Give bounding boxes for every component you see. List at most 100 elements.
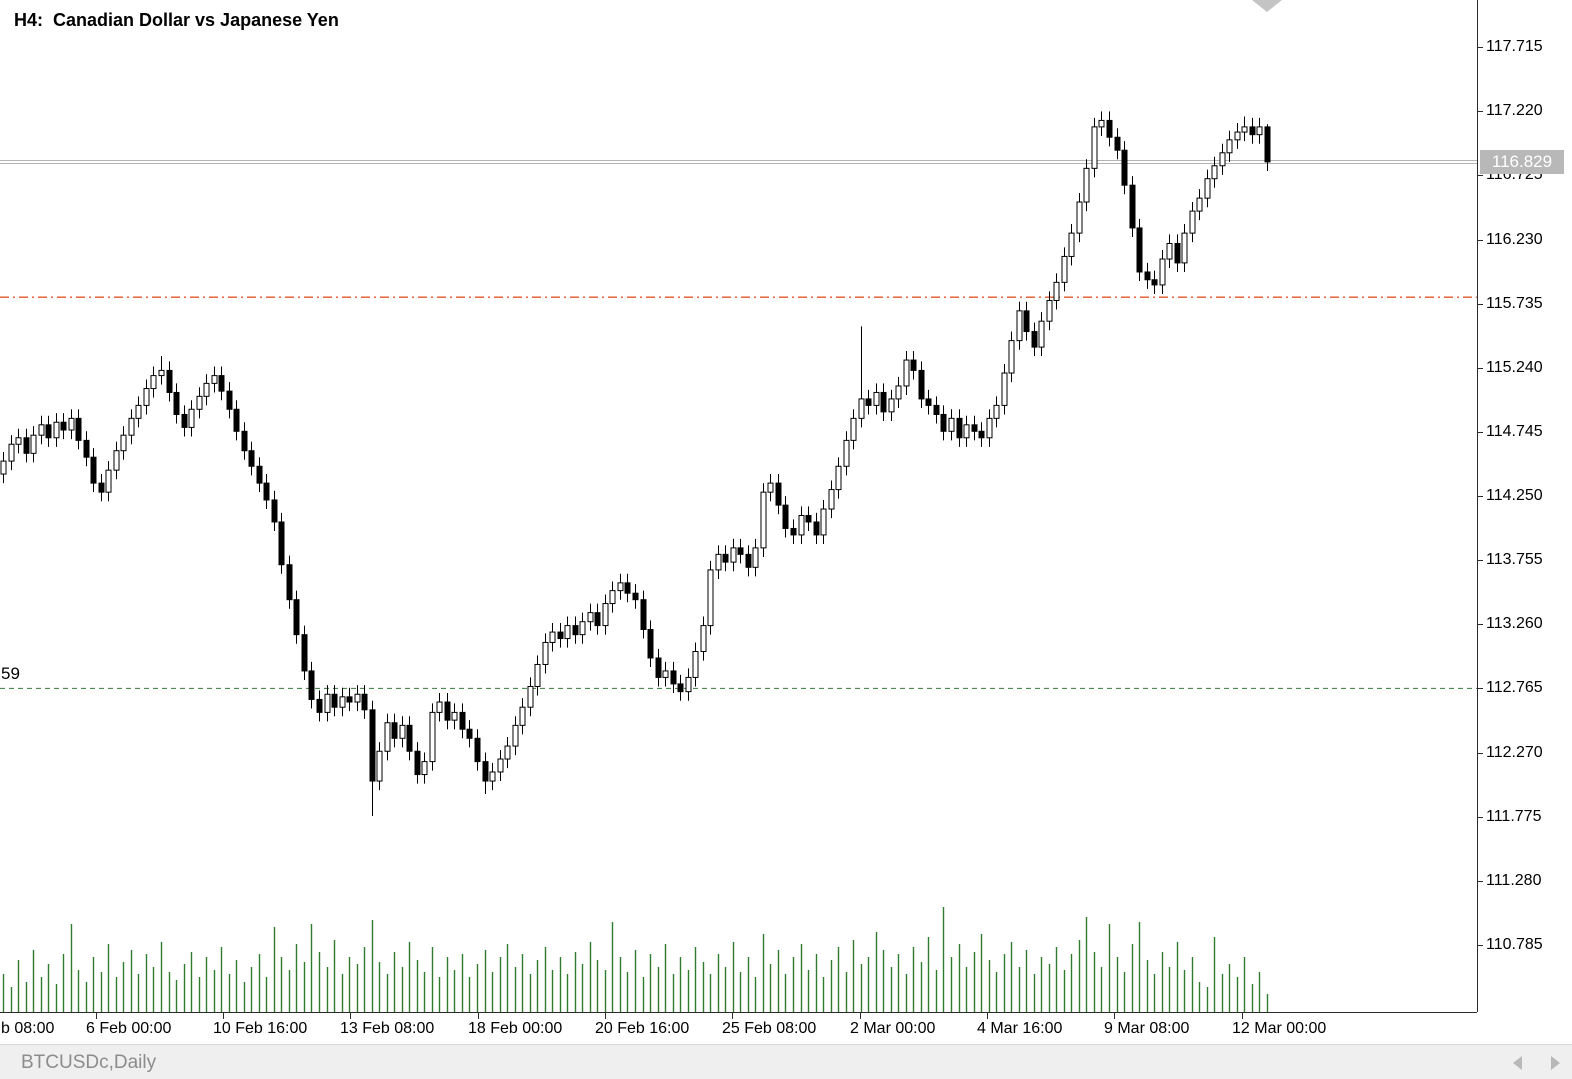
candle-bull bbox=[685, 676, 692, 693]
candle-bear bbox=[1136, 227, 1143, 273]
price-axis-tick bbox=[1478, 944, 1483, 946]
candle-bull bbox=[715, 553, 722, 571]
status-bar: BTCUSDc,Daily bbox=[0, 1044, 1572, 1079]
candle-bear bbox=[865, 398, 872, 406]
candle-bull bbox=[1008, 340, 1015, 374]
price-tick-label: 114.250 bbox=[1486, 487, 1543, 505]
candle-bull bbox=[1038, 320, 1045, 348]
price-tick-label: 117.220 bbox=[1486, 102, 1543, 120]
candle-bull bbox=[587, 612, 594, 623]
candle-bear bbox=[880, 391, 887, 413]
candle-bull bbox=[993, 404, 1000, 419]
candle-bear bbox=[1106, 119, 1113, 138]
time-tick-label: 2 Mar 00:00 bbox=[850, 1020, 936, 1037]
candle-bull bbox=[1091, 126, 1098, 169]
time-tick-label: 6 Feb 00:00 bbox=[86, 1020, 172, 1037]
candle-bull bbox=[196, 395, 203, 410]
price-axis-tick bbox=[1478, 752, 1483, 754]
candle-bear bbox=[790, 527, 797, 536]
candle-bull bbox=[512, 724, 519, 747]
candle-bull bbox=[700, 625, 707, 653]
candle-bull bbox=[527, 685, 534, 708]
candle-bull bbox=[8, 443, 15, 462]
time-axis-tick bbox=[987, 1013, 988, 1019]
candle-bull bbox=[339, 696, 346, 708]
candle-bear bbox=[557, 631, 564, 640]
candle-bull bbox=[0, 460, 7, 475]
candle-bull bbox=[534, 663, 541, 687]
time-tick-label: 25 Feb 08:00 bbox=[722, 1020, 817, 1037]
candle-bull bbox=[888, 398, 895, 413]
candle-bear bbox=[775, 482, 782, 506]
candle-bear bbox=[218, 375, 225, 392]
candle-bull bbox=[1234, 131, 1241, 141]
candle-bear bbox=[655, 657, 662, 678]
candle-bear bbox=[1129, 184, 1136, 229]
price-axis-tick bbox=[1478, 111, 1483, 113]
candle-bear bbox=[241, 430, 248, 452]
time-axis[interactable]: b 08:00 6 Feb 00:00 10 Feb 16:00 13 Feb 08:… bbox=[0, 1012, 1477, 1044]
candle-bull bbox=[354, 693, 361, 703]
candle-bull bbox=[564, 625, 571, 640]
candle-bull bbox=[1256, 126, 1263, 136]
price-axis-tick bbox=[1478, 47, 1483, 49]
candle-bull bbox=[451, 711, 458, 721]
price-tick-label: 112.270 bbox=[1486, 743, 1543, 761]
candle-bull bbox=[986, 417, 993, 439]
candle-bear bbox=[226, 390, 233, 410]
candle-bull bbox=[948, 417, 955, 432]
time-tick-label: 13 Feb 08:00 bbox=[340, 1020, 435, 1037]
candle-bull bbox=[1083, 167, 1090, 203]
candle-bull bbox=[489, 771, 496, 782]
candle-bull bbox=[1181, 232, 1188, 264]
candle-bull bbox=[850, 417, 857, 441]
candle-bull bbox=[15, 437, 22, 445]
chart-shift-marker-icon[interactable] bbox=[1252, 0, 1282, 12]
candle-bull bbox=[549, 631, 556, 643]
chart-plot-area[interactable] bbox=[0, 0, 1477, 1012]
scroll-left-icon[interactable] bbox=[1513, 1056, 1522, 1070]
price-tick-label: 113.755 bbox=[1486, 551, 1543, 569]
candle-bull bbox=[617, 582, 624, 592]
candle-bull bbox=[1016, 310, 1023, 342]
candle-bull bbox=[68, 417, 75, 431]
candle-bull bbox=[858, 398, 865, 419]
candle-bull bbox=[542, 641, 549, 665]
candle-bear bbox=[331, 693, 338, 708]
candle-bear bbox=[286, 564, 293, 601]
price-axis-tick bbox=[1478, 688, 1483, 690]
candle-bull bbox=[203, 382, 210, 397]
candle-bear bbox=[60, 421, 67, 431]
candle-bull bbox=[1068, 232, 1075, 257]
candle-bear bbox=[316, 698, 323, 713]
candle-bear bbox=[301, 634, 308, 672]
time-axis-tick bbox=[478, 1013, 479, 1019]
candle-bear bbox=[308, 670, 315, 700]
price-tick-label: 115.240 bbox=[1486, 358, 1543, 376]
price-axis-tick bbox=[1478, 239, 1483, 241]
candle-bear bbox=[346, 696, 353, 703]
candle-bull bbox=[436, 701, 443, 713]
scroll-right-icon[interactable] bbox=[1551, 1056, 1560, 1070]
price-axis-tick bbox=[1478, 431, 1483, 433]
indicator-level-label: 59 bbox=[1, 664, 20, 683]
candle-bear bbox=[173, 391, 180, 415]
candle-bear bbox=[391, 722, 398, 739]
candlestick-chart bbox=[0, 111, 1477, 1012]
candle-bear bbox=[933, 404, 940, 415]
candle-bear bbox=[647, 628, 654, 659]
candle-bear bbox=[256, 465, 263, 484]
candle-bear bbox=[1023, 310, 1030, 333]
time-axis-tick bbox=[860, 1013, 861, 1019]
candle-bull bbox=[1053, 281, 1060, 301]
candle-bull bbox=[963, 424, 970, 439]
candle-bear bbox=[745, 553, 752, 568]
candle-bear bbox=[278, 521, 285, 566]
candle-bull bbox=[150, 375, 157, 390]
candle-bear bbox=[361, 693, 368, 711]
price-axis-tick bbox=[1478, 175, 1483, 177]
price-axis[interactable]: 117.715 117.220 116.725 116.230 115.735 115.2… bbox=[1477, 0, 1572, 1012]
price-axis-tick bbox=[1478, 303, 1483, 305]
candle-bull bbox=[579, 621, 586, 636]
